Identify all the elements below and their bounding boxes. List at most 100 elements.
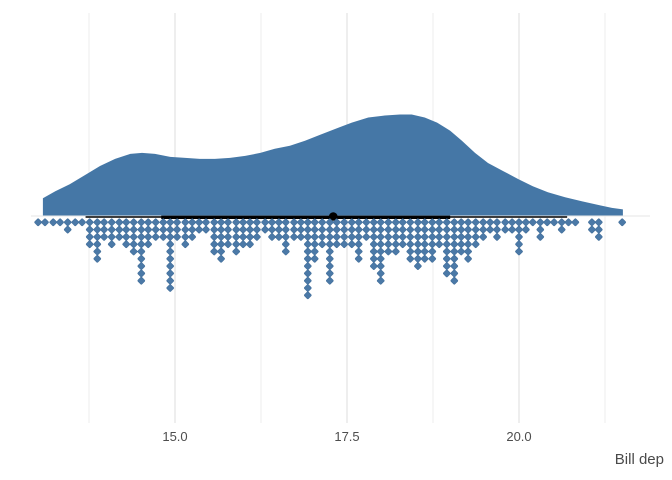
data-dot (428, 218, 437, 227)
data-dot (297, 218, 305, 227)
data-dot (232, 225, 240, 234)
data-dot (318, 240, 326, 248)
data-dot (501, 218, 509, 227)
data-dot (501, 225, 509, 234)
data-dot (376, 240, 385, 248)
data-dot (428, 225, 437, 234)
data-dot (588, 225, 596, 234)
data-dot (354, 225, 363, 234)
data-dot (392, 240, 400, 248)
data-dot (450, 269, 459, 278)
data-dot (210, 225, 218, 234)
data-dot (370, 240, 378, 248)
data-dot (435, 233, 443, 241)
data-dot (210, 240, 218, 248)
data-dot (370, 247, 378, 256)
data-dot (166, 276, 174, 285)
data-dot (137, 247, 146, 256)
data-dot (232, 240, 240, 248)
data-dot (340, 240, 348, 248)
data-dot (522, 225, 530, 234)
data-dot (370, 262, 378, 270)
data-dot (376, 225, 385, 234)
data-dot (464, 218, 472, 227)
data-dot (326, 262, 334, 270)
data-dot (290, 225, 298, 234)
data-dot (348, 225, 356, 234)
data-dot (318, 218, 326, 227)
data-dot (129, 247, 138, 256)
data-dot (304, 233, 312, 241)
data-dot (137, 218, 146, 227)
data-dot (515, 240, 523, 248)
data-dot (137, 276, 146, 285)
data-dot (217, 240, 225, 248)
data-dot (49, 218, 57, 227)
data-dot (406, 240, 415, 248)
data-dot (85, 218, 94, 227)
data-dot (471, 240, 480, 248)
data-dot (392, 247, 400, 256)
data-dot (239, 218, 247, 227)
data-dot (268, 233, 276, 241)
data-dot (457, 218, 465, 227)
data-dot (275, 233, 283, 241)
data-dot (166, 225, 174, 234)
data-dot (56, 218, 64, 227)
data-dot (100, 233, 108, 241)
data-dot (443, 247, 451, 256)
data-dot (326, 225, 334, 234)
data-dot (414, 262, 422, 270)
data-dot (93, 240, 102, 248)
data-dot (515, 247, 523, 256)
data-dot (268, 218, 276, 227)
data-dot (420, 225, 429, 234)
x-axis-title: Bill dep (614, 451, 664, 468)
data-dot (384, 247, 393, 256)
data-dot (450, 247, 459, 256)
data-dot (297, 225, 305, 234)
data-dot (144, 240, 152, 248)
data-dot (370, 218, 378, 227)
data-dot (166, 218, 174, 227)
data-dot (340, 233, 348, 241)
data-dot (290, 218, 298, 227)
data-dot (137, 262, 146, 270)
data-dot (348, 240, 356, 248)
data-dot (202, 218, 210, 227)
data-dot (144, 225, 152, 234)
data-dot (318, 225, 326, 234)
data-dot (515, 233, 523, 241)
data-dot (181, 225, 190, 234)
data-dot (326, 276, 334, 285)
data-dot (414, 240, 422, 248)
data-dot (224, 218, 232, 227)
data-dot (420, 240, 429, 248)
data-dot (246, 225, 254, 234)
data-dot (543, 218, 551, 227)
data-dot (151, 233, 160, 241)
data-dot (297, 233, 305, 241)
data-dot (304, 269, 312, 278)
data-dot (457, 240, 465, 248)
data-dot (515, 225, 523, 234)
data-dot (122, 240, 130, 248)
data-dot (78, 218, 86, 227)
data-dot (304, 225, 312, 234)
data-dot (406, 233, 415, 241)
data-dot (398, 225, 407, 234)
data-dot (493, 225, 501, 234)
data-dot (376, 262, 385, 270)
data-dot (166, 255, 174, 263)
data-dot (246, 233, 254, 241)
data-dot (443, 262, 451, 270)
data-dot (464, 240, 472, 248)
data-dot (384, 218, 393, 227)
data-dot (188, 225, 196, 234)
data-dot (557, 218, 566, 227)
data-dot (471, 218, 480, 227)
data-dot (129, 240, 138, 248)
data-dot (93, 247, 102, 256)
data-dot (253, 218, 261, 227)
x-tick-label-17-5: 17.5 (334, 429, 360, 444)
